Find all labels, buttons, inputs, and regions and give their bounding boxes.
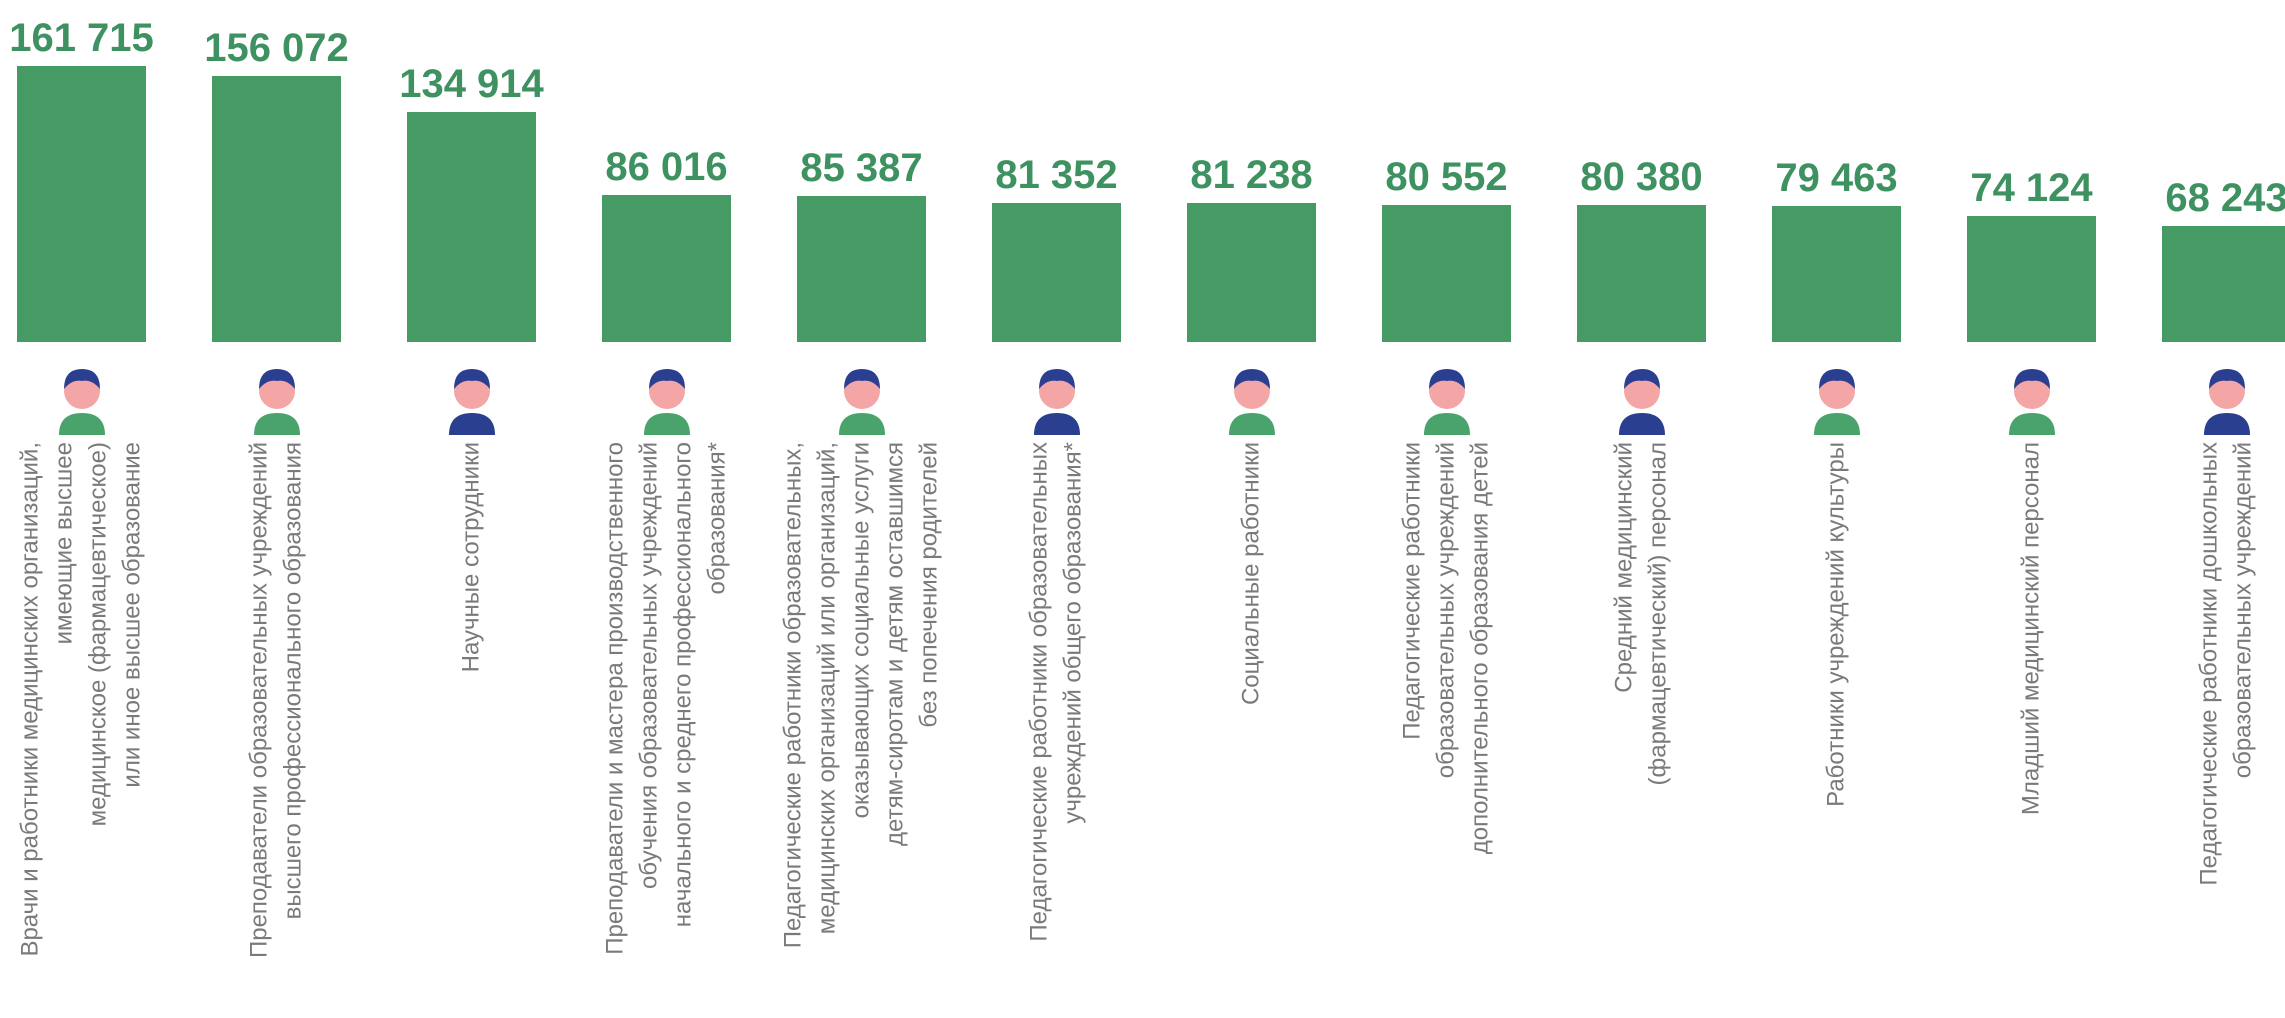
person-icon — [2203, 369, 2250, 435]
bar — [602, 195, 731, 342]
value-label: 79 463 — [1775, 156, 1898, 201]
bar — [212, 75, 341, 342]
bar — [407, 111, 536, 342]
person-icon — [1033, 369, 1080, 435]
person-icon — [58, 369, 105, 435]
person-icon — [448, 369, 495, 435]
bar — [1967, 215, 2096, 342]
category-label: Преподаватели и мастера производственног… — [601, 442, 731, 955]
person-icon — [838, 369, 885, 435]
value-label: 86 016 — [605, 145, 728, 190]
value-label: 81 238 — [1190, 153, 1313, 198]
person-icon — [643, 369, 690, 435]
category-label: Врачи и работники медицинских организаци… — [16, 442, 146, 957]
value-label: 68 243 — [2165, 175, 2285, 220]
category-label: Работники учреждений культуры — [1822, 442, 1850, 807]
category-label: Педагогические работники образовательных… — [779, 442, 943, 949]
person-icon — [1618, 369, 1665, 435]
value-label: 74 124 — [1970, 165, 2093, 210]
category-label: Социальные работники — [1237, 442, 1265, 706]
value-label: 134 914 — [399, 61, 544, 106]
bar — [2162, 225, 2285, 342]
person-icon — [1423, 369, 1470, 435]
value-label: 85 387 — [800, 146, 923, 191]
category-label: Научные сотрудники — [457, 442, 485, 673]
person-icon — [1228, 369, 1275, 435]
person-icon — [2008, 369, 2055, 435]
category-label: Педагогические работники образовательных… — [1025, 442, 1087, 942]
value-label: 81 352 — [995, 153, 1118, 198]
category-label: Преподаватели образовательных учреждений… — [245, 442, 307, 959]
bar — [17, 66, 146, 342]
bar — [1382, 204, 1511, 342]
bar — [992, 203, 1121, 342]
bar — [1187, 203, 1316, 342]
value-label: 156 072 — [204, 25, 349, 70]
value-label: 80 552 — [1385, 154, 1508, 199]
bar — [797, 196, 926, 342]
value-label: 161 715 — [9, 16, 154, 61]
person-icon — [253, 369, 300, 435]
bar — [1772, 206, 1901, 342]
bar — [1577, 204, 1706, 342]
value-label: 80 380 — [1580, 154, 1703, 199]
person-icon — [1813, 369, 1860, 435]
category-label: Педагогические работники дошкольных обра… — [2195, 442, 2257, 886]
category-label: Младший медицинский персонал — [2017, 442, 2045, 816]
category-label: Средний медицинский (фармацевтический) п… — [1610, 442, 1672, 786]
category-label: Педагогические работники образовательных… — [1398, 442, 1494, 855]
